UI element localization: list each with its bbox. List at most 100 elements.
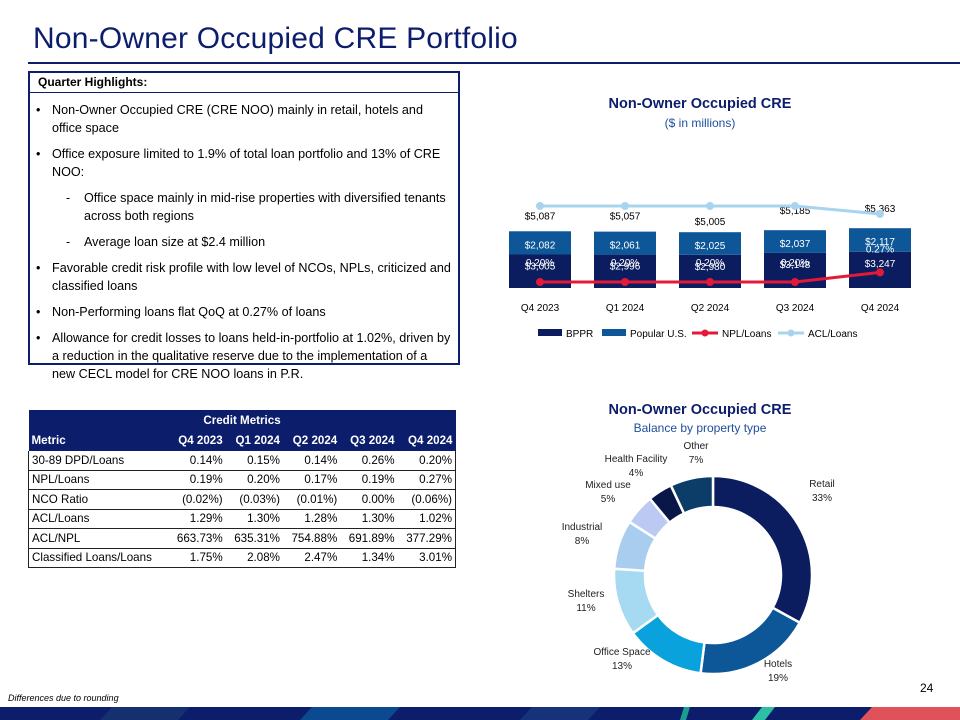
acl-loans-label: 1.30% <box>611 188 639 199</box>
acl-loans-point <box>791 202 799 210</box>
table-cell: 0.20% <box>225 470 283 490</box>
table-cell: 0.14% <box>282 450 341 471</box>
table-cell: 0.14% <box>168 450 226 471</box>
table-cell: 0.15% <box>225 450 283 471</box>
table-cell: (0.02%) <box>168 489 226 510</box>
table-cell: 0.26% <box>340 450 398 471</box>
property-type-donut-chart: Retail 33% Hotels 19% Office Space 13% Shelter… <box>562 441 835 684</box>
legend-label: BPPR <box>566 329 593 340</box>
npl-loans-label: 0.27% <box>866 244 894 255</box>
table-cell: 2.08% <box>225 548 283 568</box>
table-cell: ACL/Loans <box>28 509 169 529</box>
highlight-subitem: Average loan size at $2.4 million <box>36 233 452 251</box>
bar-total-label: $5,363 <box>865 204 896 215</box>
x-tick-label: Q4 2023 <box>521 303 560 314</box>
table-cell: 691.89% <box>340 528 398 549</box>
legend-marker <box>787 329 795 337</box>
table-cell: 1.02% <box>397 509 456 529</box>
bar-label-popular-us: $2,117 <box>865 237 895 248</box>
bar-label-bppr: $2,996 <box>610 262 641 273</box>
slice-value-label: 19% <box>768 673 788 684</box>
bar-chart-title: Non-Owner Occupied CRE <box>608 96 792 112</box>
table-cell: Classified Loans/Loans <box>28 548 169 568</box>
highlights-header: Quarter Highlights: <box>30 73 458 93</box>
bar-label-popular-us: $2,061 <box>610 241 641 252</box>
bar-chart-subtitle: ($ in millions) <box>664 116 736 130</box>
table-row: NPL/Loans 0.19% 0.20% 0.17% 0.19% 0.27% <box>28 470 456 490</box>
highlight-item: Non-Performing loans flat QoQ at 0.27% o… <box>36 303 452 321</box>
donut-slice <box>711 474 814 625</box>
bar-popular-us <box>594 231 656 255</box>
slice-label: Health Facility <box>605 454 668 465</box>
highlights-list: Non-Owner Occupied CRE (CRE NOO) mainly … <box>36 101 452 391</box>
footer-band-stripe <box>680 707 690 720</box>
footer-band-base <box>0 707 960 720</box>
table-cell: 0.19% <box>340 470 398 490</box>
acl-loans-point <box>706 202 714 210</box>
slice-label: Office Space <box>593 647 651 658</box>
highlight-subitem: Office space mainly in mid-rise properti… <box>36 189 452 225</box>
table-cell: 1.28% <box>282 509 341 529</box>
footer-band-stripe <box>300 707 400 720</box>
slice-value-label: 13% <box>612 661 632 672</box>
bar-label-bppr: $3,247 <box>865 259 896 270</box>
legend-swatch <box>602 329 626 336</box>
bar-popular-us <box>679 232 741 255</box>
table-cell: 30-89 DPD/Loans <box>28 450 169 471</box>
table-cell: 663.73% <box>168 528 226 549</box>
slice-value-label: 11% <box>576 603 595 614</box>
bar-label-popular-us: $2,082 <box>525 240 556 251</box>
slice-value-label: 8% <box>575 536 590 547</box>
bar-popular-us <box>764 230 826 253</box>
legend-label: Popular U.S. <box>630 329 687 340</box>
table-row: ACL/Loans 1.29% 1.30% 1.28% 1.30% 1.02% <box>28 509 456 529</box>
donut-slice <box>669 474 715 516</box>
acl-loans-label: 1.30% <box>696 188 724 199</box>
slice-value-label: 33% <box>812 493 832 504</box>
slice-label: Industrial <box>562 522 603 533</box>
slice-label: Shelters <box>568 589 605 600</box>
x-tick-label: Q2 2024 <box>691 303 730 314</box>
table-row: Classified Loans/Loans 1.75% 2.08% 2.47%… <box>28 548 456 568</box>
table-cell: ACL/NPL <box>28 528 169 549</box>
x-tick-label: Q4 2024 <box>861 303 900 314</box>
bar-label-bppr: $3,005 <box>525 261 556 272</box>
bar-total-label: $5,057 <box>610 212 641 223</box>
footer-band-stripe <box>752 707 775 720</box>
table-cell: 3.01% <box>397 548 456 568</box>
acl-loans-label: 1.30% <box>526 188 554 199</box>
cre-balance-bar-chart: $3,005 $2,082 $5,087 Q4 2023 $2,996 $2,061 $5,… <box>509 188 911 340</box>
highlight-item: Allowance for credit losses to loans hel… <box>36 329 452 383</box>
x-tick-label: Q3 2024 <box>776 303 815 314</box>
table-row: ACL/NPL 663.73% 635.31% 754.88% 691.89% … <box>28 528 456 549</box>
npl-loans-label: 0.20% <box>696 258 724 269</box>
footer-band-stripe <box>860 707 960 720</box>
column-header: Q4 2024 <box>397 431 456 451</box>
table-cell: 1.29% <box>168 509 226 529</box>
acl-loans-label: 1.02% <box>866 196 894 207</box>
table-cell: (0.03%) <box>225 489 283 510</box>
credit-metrics-caption: Credit Metrics <box>28 410 456 431</box>
table-cell: 1.30% <box>225 509 283 529</box>
slice-label: Other <box>683 441 709 452</box>
table-cell: (0.01%) <box>282 489 341 510</box>
slice-value-label: 4% <box>629 468 644 479</box>
table-cell: NPL/Loans <box>28 470 169 490</box>
npl-loans-point <box>621 278 629 286</box>
footer-decorative-band <box>0 707 960 720</box>
quarter-highlights-box: Quarter Highlights: Non-Owner Occupied C… <box>28 71 460 381</box>
column-header: Metric <box>28 431 169 451</box>
slice-value-label: 5% <box>601 494 616 505</box>
npl-loans-point <box>706 278 714 286</box>
table-row: NCO Ratio (0.02%) (0.03%) (0.01%) 0.00% … <box>28 489 456 510</box>
bar-popular-us <box>509 231 571 255</box>
table-cell: 2.47% <box>282 548 341 568</box>
table-cell: 0.19% <box>168 470 226 490</box>
bar-total-label: $5,087 <box>525 211 556 222</box>
bar-label-popular-us: $2,025 <box>695 241 726 252</box>
footer-band-stripe <box>520 707 600 720</box>
donut-chart-subtitle: Balance by property type <box>633 421 767 435</box>
x-tick-label: Q1 2024 <box>606 303 645 314</box>
column-header: Q1 2024 <box>225 431 283 451</box>
table-cell: 1.75% <box>168 548 226 568</box>
